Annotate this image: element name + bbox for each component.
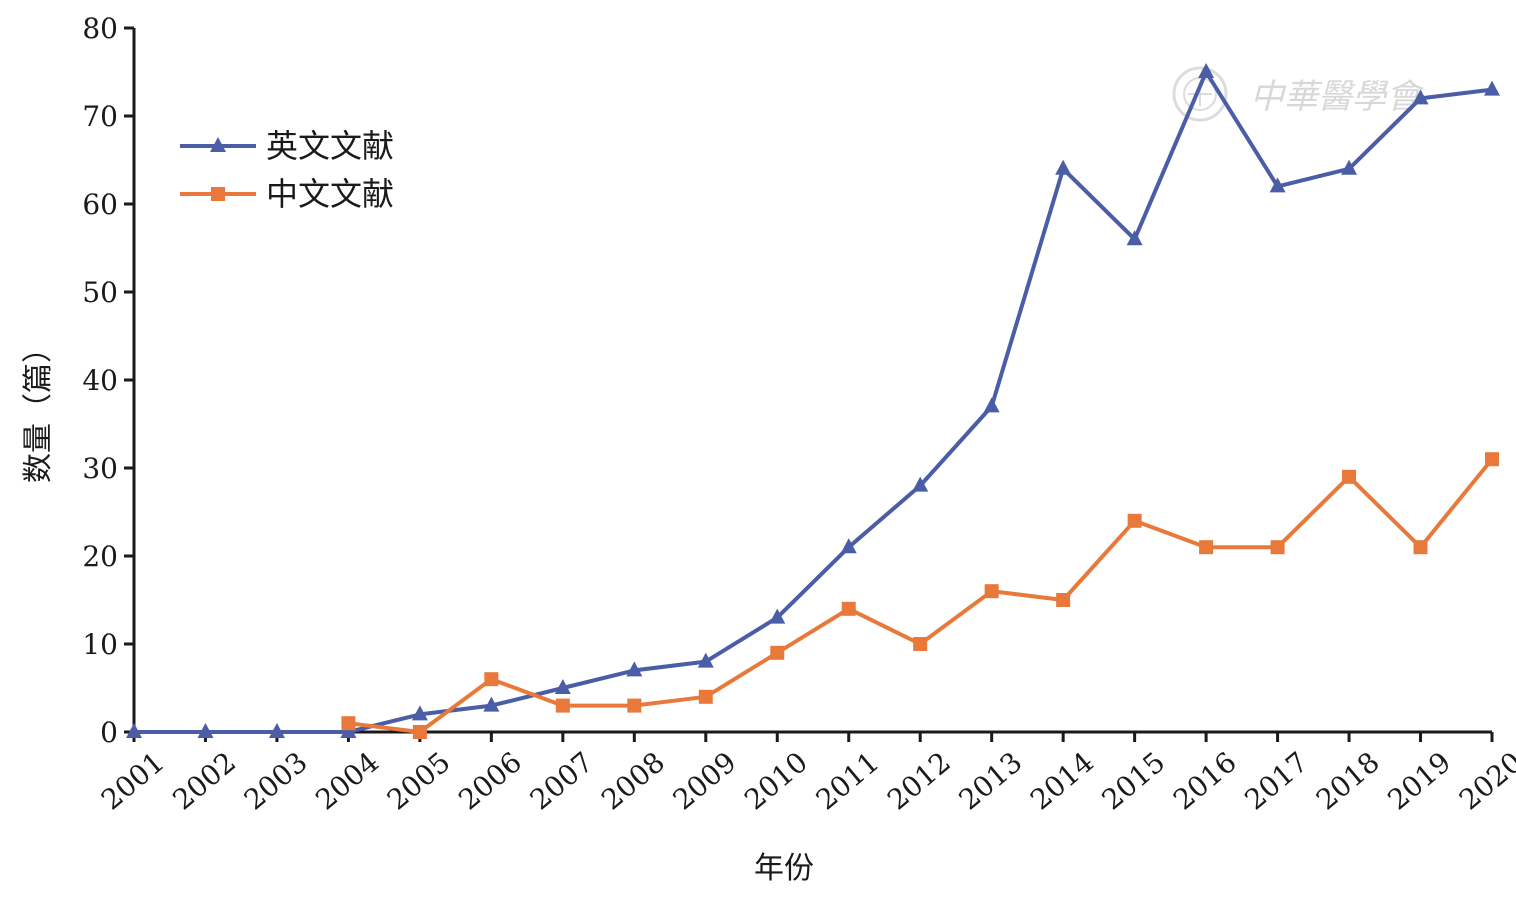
- x-tick-label: 2007: [524, 745, 600, 816]
- triangle-marker: [626, 661, 643, 677]
- x-tick-label: 2006: [452, 745, 528, 816]
- square-marker: [627, 698, 642, 713]
- x-axis-title: 年份: [754, 851, 814, 886]
- y-tick-label: 80: [82, 12, 118, 45]
- triangle-marker: [197, 723, 214, 738]
- triangle-marker: [1341, 159, 1358, 175]
- square-marker: [1485, 452, 1499, 467]
- legend-item: 英文文献: [180, 127, 394, 165]
- triangle-marker: [340, 723, 357, 738]
- square-marker: [698, 689, 713, 704]
- square-marker: [484, 672, 499, 687]
- square-marker: [211, 187, 225, 201]
- legend-item: 中文文献: [180, 175, 394, 213]
- square-marker: [1127, 513, 1142, 528]
- x-tick-label: 2003: [238, 745, 314, 816]
- triangle-marker: [1055, 159, 1072, 175]
- y-tick-label: 30: [82, 452, 118, 485]
- triangle-marker: [126, 723, 142, 738]
- triangle-marker: [483, 696, 500, 712]
- square-marker: [341, 716, 356, 731]
- triangle-marker: [268, 723, 285, 738]
- y-axis-title: 数量（篇）: [21, 333, 56, 483]
- x-tick-label: 2017: [1238, 745, 1314, 816]
- y-tick-label: 0: [100, 716, 118, 749]
- x-tick-label: 2002: [166, 745, 242, 816]
- x-tick-label: 2014: [1024, 745, 1100, 816]
- x-tick-label: 2012: [881, 745, 957, 816]
- triangle-marker: [983, 397, 1000, 413]
- y-tick-label: 10: [82, 628, 118, 661]
- triangle-marker: [210, 137, 226, 152]
- legend-label: 英文文献: [266, 127, 394, 165]
- watermark-text: 中華醫學會: [1250, 77, 1425, 117]
- x-tick-label: 2001: [95, 745, 171, 816]
- x-tick-label: 2009: [667, 745, 743, 816]
- y-tick-label: 60: [82, 188, 118, 221]
- square-marker: [555, 698, 570, 713]
- square-marker: [1056, 593, 1071, 607]
- triangle-marker: [697, 652, 714, 668]
- series-line: [348, 457, 1494, 734]
- triangle-marker: [1198, 63, 1215, 78]
- y-tick-label: 50: [82, 276, 118, 309]
- x-tick-label: 2013: [953, 745, 1029, 816]
- square-marker: [1413, 540, 1428, 555]
- square-marker: [1270, 540, 1285, 555]
- series-line: [134, 70, 1493, 734]
- x-tick-label: 2016: [1167, 745, 1243, 816]
- x-tick-label: 2010: [738, 745, 814, 816]
- y-tick-label: 70: [82, 100, 118, 133]
- triangle-marker: [554, 679, 571, 694]
- square-marker: [984, 584, 999, 599]
- triangle-marker: [769, 608, 786, 624]
- square-marker: [841, 601, 856, 616]
- triangle-marker: [840, 538, 857, 554]
- x-tick-label: 2005: [381, 745, 457, 816]
- square-marker: [913, 637, 928, 651]
- square-marker: [1199, 540, 1214, 555]
- square-marker: [1342, 469, 1357, 484]
- x-tick-label: 2020: [1453, 745, 1516, 816]
- square-marker: [770, 645, 785, 660]
- series-layer: [126, 63, 1500, 739]
- x-tick-label: 2008: [595, 745, 671, 816]
- x-tick-label: 2015: [1096, 745, 1172, 816]
- triangle-marker: [1412, 89, 1429, 105]
- square-marker: [412, 725, 427, 739]
- x-tick-label: 2019: [1381, 745, 1457, 816]
- x-tick-label: 2018: [1310, 745, 1386, 816]
- x-tick-label: 2011: [810, 745, 886, 816]
- y-tick-label: 20: [82, 540, 118, 573]
- watermark: 中華醫學會: [1172, 66, 1425, 122]
- legend-label: 中文文献: [266, 175, 394, 213]
- series-group: [341, 452, 1499, 739]
- triangle-marker: [1484, 80, 1500, 96]
- x-tick-label: 2004: [309, 745, 385, 816]
- triangle-marker: [912, 476, 929, 492]
- series-group: [126, 63, 1500, 738]
- triangle-marker: [411, 705, 428, 721]
- triangle-marker: [1126, 230, 1143, 246]
- triangle-marker: [1269, 177, 1286, 193]
- y-tick-label: 40: [82, 364, 118, 397]
